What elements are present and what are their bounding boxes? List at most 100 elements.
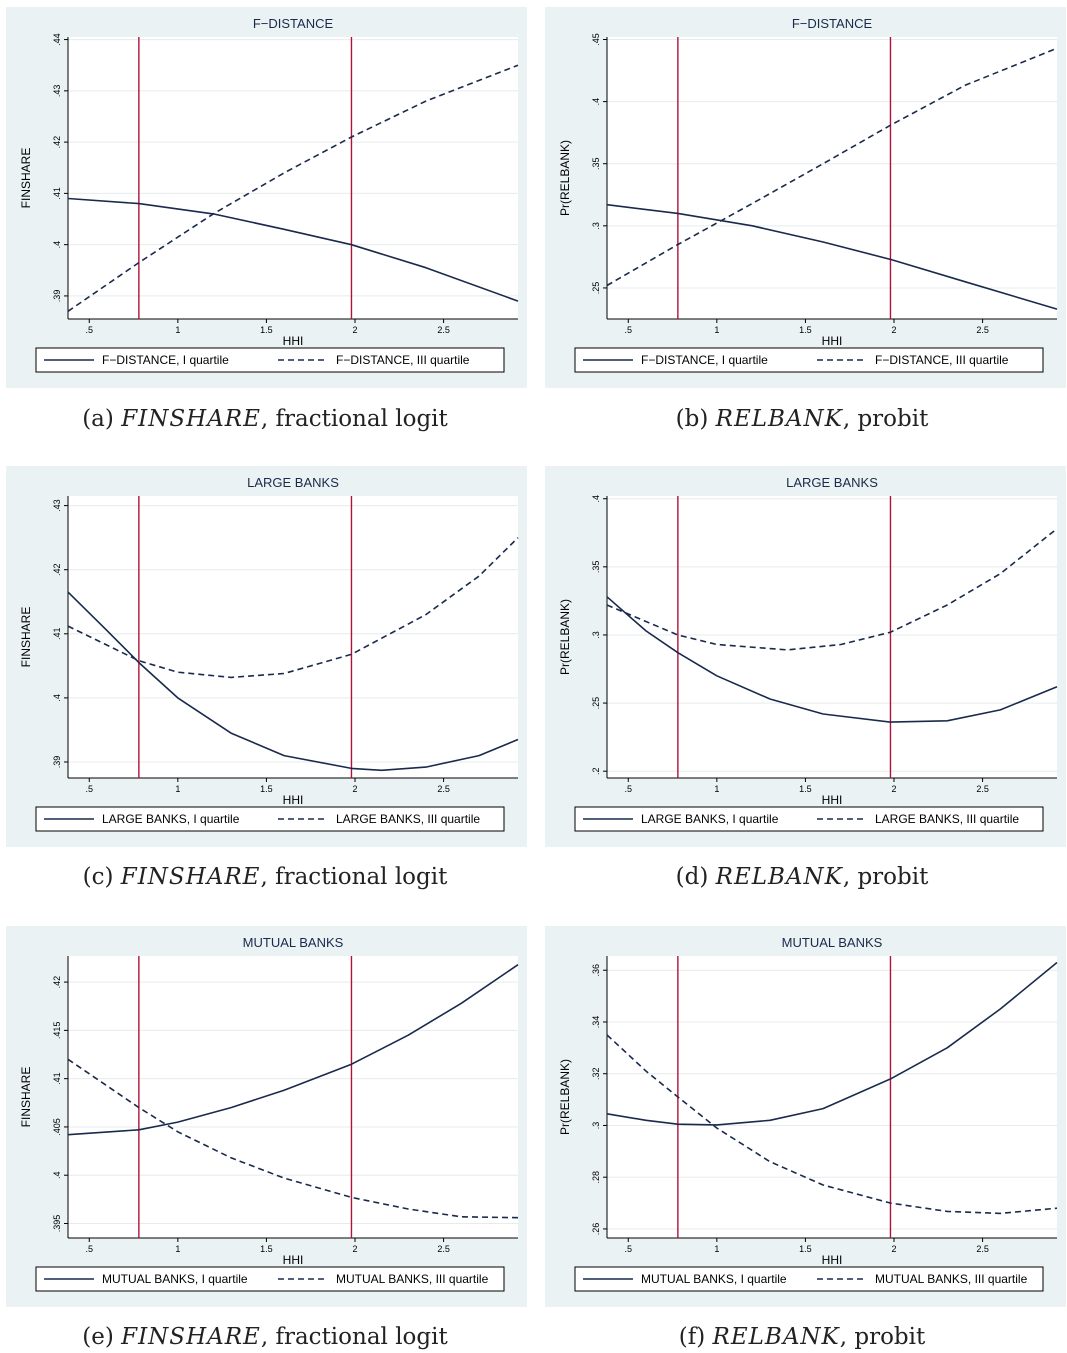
legend-label-q3: LARGE BANKS, III quartile — [875, 812, 1019, 826]
plot-area — [68, 956, 518, 1238]
caption-label: (b) — [675, 406, 716, 432]
y-tick-label: .25 — [591, 697, 601, 710]
x-tick-label: 2.5 — [976, 1244, 989, 1254]
legend: LARGE BANKS, I quartile LARGE BANKS, III … — [574, 806, 1044, 832]
y-tick-label: .4 — [591, 495, 601, 503]
x-axis-label: HHI — [822, 1253, 843, 1267]
legend-label-q3: MUTUAL BANKS, III quartile — [336, 1272, 489, 1286]
legend-box — [574, 806, 1044, 832]
y-tick-label: .39 — [52, 290, 62, 303]
legend-label-q1: F−DISTANCE, I quartile — [102, 353, 229, 367]
chart-title: LARGE BANKS — [247, 475, 339, 490]
x-tick-label: 2 — [892, 1244, 897, 1254]
legend: F−DISTANCE, I quartile F−DISTANCE, III qu… — [35, 347, 505, 373]
caption-variable: RELBANK — [715, 864, 843, 890]
x-tick-label: 1 — [175, 784, 180, 794]
x-axis-label: HHI — [283, 334, 304, 348]
y-tick-label: .42 — [52, 976, 62, 989]
legend-label-q1: LARGE BANKS, I quartile — [641, 812, 779, 826]
series-line-q1 — [606, 596, 1058, 723]
y-tick-label: .28 — [591, 1171, 601, 1184]
x-tick-label: .5 — [86, 784, 94, 794]
x-tick-label: 1.5 — [799, 784, 812, 794]
legend-box — [35, 1266, 505, 1292]
caption-label: (a) — [82, 406, 122, 432]
x-tick-label: 2.5 — [437, 325, 450, 335]
y-tick-label: .41 — [52, 628, 62, 641]
x-tick-label: 2 — [353, 784, 358, 794]
caption-method: , probit — [842, 864, 929, 890]
legend-label-q1: LARGE BANKS, I quartile — [102, 812, 240, 826]
legend-label-q1: MUTUAL BANKS, I quartile — [641, 1272, 787, 1286]
legend-label-q3: F−DISTANCE, III quartile — [336, 353, 470, 367]
x-tick-label: 2 — [892, 784, 897, 794]
y-tick-label: .44 — [52, 33, 62, 46]
chart-svg-e: .395.4.405.41.415.42.511.522.53MUTUAL BA… — [19, 935, 535, 1292]
legend-box — [574, 347, 1044, 373]
x-tick-label: 1 — [714, 784, 719, 794]
x-tick-label: 2 — [353, 1244, 358, 1254]
chart-svg-b: .25.3.35.4.45.511.522.53F−DISTANCEHHIPr(… — [558, 16, 1058, 373]
x-tick-label: 2.5 — [976, 784, 989, 794]
y-tick-label: .4 — [52, 1171, 62, 1179]
x-tick-label: 1 — [714, 1244, 719, 1254]
series-line-q1 — [606, 961, 1058, 1126]
chart-title: LARGE BANKS — [786, 475, 878, 490]
x-axis-label: HHI — [283, 793, 304, 807]
y-tick-label: .36 — [591, 964, 601, 977]
x-tick-label: .5 — [86, 1244, 94, 1254]
y-tick-label: .405 — [52, 1118, 62, 1136]
chart-panel-f: .26.28.3.32.34.36.511.522.53MUTUAL BANKS… — [545, 926, 1066, 1307]
y-tick-label: .395 — [52, 1215, 62, 1233]
chart-svg-d: .2.25.3.35.4.511.522.53LARGE BANKSHHIPr(… — [558, 475, 1058, 832]
y-tick-label: .25 — [591, 282, 601, 295]
caption-method: , fractional logit — [260, 864, 448, 890]
x-tick-label: 1.5 — [260, 325, 273, 335]
x-tick-label: 2 — [353, 325, 358, 335]
x-tick-label: 2.5 — [976, 325, 989, 335]
x-tick-label: .5 — [86, 325, 94, 335]
y-axis-label: Pr(RELBANK) — [558, 1059, 572, 1135]
x-axis-label: HHI — [822, 793, 843, 807]
chart-panel-e: .395.4.405.41.415.42.511.522.53MUTUAL BA… — [6, 926, 535, 1307]
series-line-q1 — [606, 203, 1058, 310]
caption-variable: FINSHARE — [121, 406, 261, 432]
series-line-q3 — [606, 1034, 1058, 1215]
x-axis-label: HHI — [822, 334, 843, 348]
y-axis-label: FINSHARE — [19, 607, 33, 668]
legend-label-q3: F−DISTANCE, III quartile — [875, 353, 1009, 367]
caption-method: , fractional logit — [260, 406, 448, 432]
x-tick-label: 2.5 — [437, 784, 450, 794]
y-tick-label: .4 — [52, 241, 62, 249]
y-tick-label: .39 — [52, 756, 62, 769]
caption-label: (f) — [678, 1324, 713, 1350]
x-tick-label: 2.5 — [437, 1244, 450, 1254]
y-tick-label: .4 — [52, 694, 62, 702]
y-tick-label: .26 — [591, 1223, 601, 1236]
series-line-q1 — [67, 591, 519, 772]
y-tick-label: .45 — [591, 33, 601, 46]
y-tick-label: .415 — [52, 1022, 62, 1040]
chart-svg-c: .39.4.41.42.43.511.522.53LARGE BANKSHHIF… — [19, 475, 535, 832]
caption-variable: FINSHARE — [121, 1324, 261, 1350]
series-line-q3 — [606, 528, 1058, 651]
series-line-q3 — [606, 47, 1058, 287]
legend-label-q3: MUTUAL BANKS, III quartile — [875, 1272, 1028, 1286]
subfigure-caption-d: (d) RELBANK, probit — [537, 864, 1067, 890]
y-axis-label: FINSHARE — [19, 1067, 33, 1128]
caption-method: , probit — [839, 1324, 926, 1350]
plot-area — [607, 956, 1057, 1238]
y-tick-label: .41 — [52, 187, 62, 200]
y-tick-label: .35 — [591, 157, 601, 170]
y-axis-label: FINSHARE — [19, 148, 33, 209]
x-tick-label: 1.5 — [260, 784, 273, 794]
legend-label-q1: F−DISTANCE, I quartile — [641, 353, 768, 367]
legend: MUTUAL BANKS, I quartile MUTUAL BANKS, II… — [574, 1266, 1044, 1292]
series-line-q3 — [67, 1058, 519, 1219]
x-tick-label: 2 — [892, 325, 897, 335]
x-tick-label: 1.5 — [799, 325, 812, 335]
subfigure-caption-b: (b) RELBANK, probit — [537, 406, 1067, 432]
chart-title: F−DISTANCE — [792, 16, 873, 31]
chart-panel-b: .25.3.35.4.45.511.522.53F−DISTANCEHHIPr(… — [545, 7, 1066, 388]
